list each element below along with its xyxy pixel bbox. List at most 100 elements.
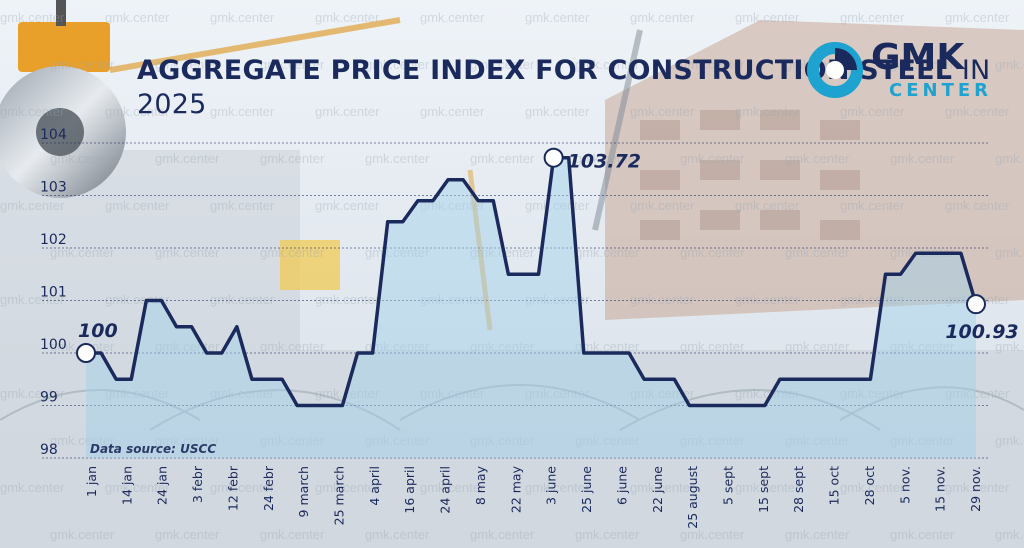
x-tick-label: 28 oct (862, 466, 877, 505)
x-tick-label: 15 nov. (933, 466, 948, 512)
watermark-text: gmk.center (0, 292, 65, 307)
watermark-text: gmk.center (50, 527, 115, 542)
series-area (86, 157, 976, 458)
watermark-text: gmk.center (260, 151, 325, 166)
watermark-text: gmk.center (525, 386, 590, 401)
watermark-text: gmk.center (735, 292, 800, 307)
watermark-layer: gmk.center gmk.center gmk.center gmk.center… (0, 10, 1024, 542)
x-tick-label: 24 febr (261, 465, 276, 511)
x-tick-label: 22 june (650, 466, 665, 513)
annotation-marker (76, 343, 96, 363)
watermark-text: gmk.center (840, 480, 905, 495)
watermark-text: gmk.center (470, 433, 535, 448)
watermark-text: gmk.center (470, 57, 535, 72)
watermark-text: gmk.center (785, 245, 850, 260)
x-tick-label: 16 april (402, 466, 417, 514)
watermark-text: gmk.center (525, 10, 590, 25)
watermark-text: gmk.center (630, 10, 695, 25)
watermark-text: gmk.center (785, 151, 850, 166)
x-tick-label: 22 may (508, 465, 523, 513)
watermark-text: gmk.center (365, 57, 430, 72)
x-tick-label: 9 march (296, 466, 311, 517)
watermark-text: gmk.center (0, 386, 65, 401)
watermark-text: gmk.center (420, 292, 485, 307)
watermark-text: gmk.center (785, 433, 850, 448)
watermark-text: gmk.center (995, 433, 1024, 448)
x-tick-label: 4 april (367, 466, 382, 506)
watermark-text: gmk.center (210, 10, 275, 25)
x-tick-label: 5 nov. (897, 466, 912, 504)
watermark-text: gmk.center (155, 151, 220, 166)
x-tick-label: 1 jan (84, 466, 99, 497)
watermark-text: gmk.center (50, 151, 115, 166)
watermark-text: gmk.center (735, 104, 800, 119)
y-tick-label: 100 (40, 337, 67, 353)
watermark-text: gmk.center (105, 10, 170, 25)
gmk-logo: GMK CENTER (805, 38, 1005, 108)
watermark-text: gmk.center (105, 104, 170, 119)
x-tick-label: 25 june (579, 466, 594, 513)
watermark-text: gmk.center (210, 104, 275, 119)
watermark-text: gmk.center (315, 480, 380, 495)
y-tick-label: 99 (40, 390, 58, 406)
watermark-text: gmk.center (575, 527, 640, 542)
watermark-text: gmk.center (995, 527, 1024, 542)
watermark-text: gmk.center (630, 104, 695, 119)
watermark-text: gmk.center (105, 386, 170, 401)
gmk-logo-icon (807, 42, 863, 98)
watermark-text: gmk.center (315, 10, 380, 25)
watermark-text: gmk.center (260, 527, 325, 542)
watermark-text: gmk.center (420, 480, 485, 495)
watermark-text: gmk.center (260, 245, 325, 260)
watermark-text: gmk.center (525, 480, 590, 495)
watermark-text: gmk.center (155, 527, 220, 542)
annotation-label: 100 (78, 320, 118, 342)
watermark-text: gmk.center (840, 386, 905, 401)
x-tick-label: 25 august (685, 466, 700, 529)
x-tick-label: 24 jan (155, 466, 170, 505)
y-tick-label: 104 (40, 127, 67, 143)
x-axis: 1 jan 14 jan 24 jan 3 febr 12 febr 24 febr 9 m… (84, 465, 983, 529)
x-tick-label: 12 febr (225, 465, 240, 511)
watermark-text: gmk.center (890, 527, 955, 542)
watermark-text: gmk.center (50, 245, 115, 260)
watermark-text: gmk.center (210, 480, 275, 495)
watermark-text: gmk.center (840, 104, 905, 119)
watermark-text: gmk.center (785, 527, 850, 542)
series-layer (86, 155, 978, 458)
watermark-text: gmk.center (945, 198, 1010, 213)
watermark-text: gmk.center (840, 10, 905, 25)
watermark-text: gmk.center (575, 339, 640, 354)
watermark-text: gmk.center (210, 292, 275, 307)
watermark-text: gmk.center (840, 198, 905, 213)
gridlines (42, 142, 990, 459)
watermark-text: gmk.center (735, 386, 800, 401)
watermark-text: gmk.center (575, 57, 640, 72)
watermark-text: gmk.center (575, 433, 640, 448)
watermark-text: gmk.center (260, 339, 325, 354)
watermark-text: gmk.center (155, 433, 220, 448)
watermark-text: gmk.center (945, 480, 1010, 495)
y-tick-label: 101 (40, 285, 67, 301)
watermark-text: gmk.center (420, 198, 485, 213)
watermark-text: gmk.center (840, 292, 905, 307)
watermark-text: gmk.center (105, 480, 170, 495)
watermark-text: gmk.center (0, 104, 65, 119)
watermark-text: gmk.center (735, 10, 800, 25)
x-tick-label: 24 april (438, 466, 453, 514)
watermark-text: gmk.center (630, 480, 695, 495)
watermark-text: gmk.center (945, 10, 1010, 25)
logo-sub: CENTER (889, 80, 993, 101)
x-tick-label: 8 may (473, 465, 488, 505)
watermark-text: gmk.center (995, 151, 1024, 166)
watermark-text: gmk.center (420, 10, 485, 25)
watermark-text: gmk.center (680, 151, 745, 166)
watermark-text: gmk.center (630, 198, 695, 213)
watermark-text: gmk.center (105, 292, 170, 307)
x-tick-label: 25 march (332, 466, 347, 525)
watermark-text: gmk.center (155, 245, 220, 260)
watermark-text: gmk.center (890, 433, 955, 448)
watermark-text: gmk.center (945, 104, 1010, 119)
